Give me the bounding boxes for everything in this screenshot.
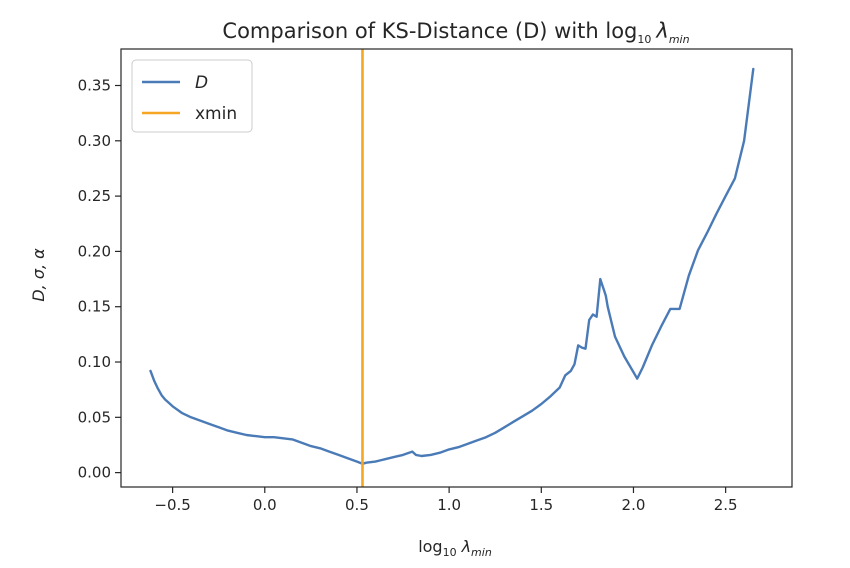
legend-label: D [195, 73, 208, 93]
y-axis-ticks: 0.00 0.05 0.10 0.15 0.20 0.25 0.30 0.35 [78, 77, 121, 482]
axes-frame [120, 48, 793, 488]
y-tick-label: 0.25 [78, 187, 111, 205]
y-tick-label: 0.10 [78, 353, 111, 371]
x-tick-label: 0.0 [253, 496, 277, 514]
x-axis-label: log10 λmin [418, 537, 492, 559]
y-tick-label: 0.30 [78, 132, 111, 150]
x-tick-label: 2.0 [622, 496, 646, 514]
d-series-line [149, 67, 755, 465]
legend-label: xmin [195, 104, 237, 124]
x-tick-label: 1.0 [437, 496, 461, 514]
series-layer [149, 49, 755, 487]
y-tick-label: 0.15 [78, 298, 111, 316]
y-tick-label: 0.20 [78, 242, 111, 260]
y-tick-label: 0.00 [78, 464, 111, 482]
x-tick-label: −0.5 [154, 496, 190, 514]
chart-title: Comparison of KS-Distance (D) with log10… [222, 19, 689, 46]
x-axis-ticks: −0.5 0.0 0.5 1.0 1.5 2.0 2.5 [154, 487, 738, 514]
x-tick-label: 2.5 [714, 496, 738, 514]
y-tick-label: 0.35 [78, 77, 111, 95]
x-tick-label: 0.5 [345, 496, 369, 514]
x-tick-label: 1.5 [529, 496, 553, 514]
y-tick-label: 0.05 [78, 408, 111, 426]
y-axis-label: D, σ, α [29, 248, 48, 302]
